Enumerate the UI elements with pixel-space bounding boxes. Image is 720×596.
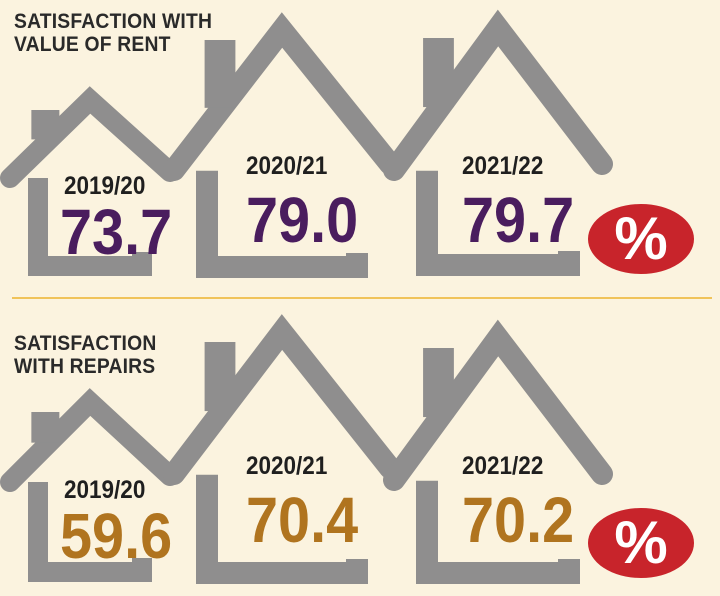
- repairs-year-2019-20: 2019/20: [64, 476, 146, 504]
- rent-title-line-2: VALUE OF RENT: [14, 33, 171, 56]
- rent-panel-title: SATISFACTION WITH VALUE OF RENT: [14, 10, 212, 56]
- house-icon: [383, 9, 613, 276]
- repairs-satisfaction-panel: SATISFACTION WITH REPAIRS 2019/20 59.6 2…: [0, 304, 720, 596]
- repairs-year-2020-21: 2020/21: [246, 452, 328, 480]
- rent-year-2019-20: 2019/20: [64, 172, 146, 200]
- repairs-value-2019-20: 59.6: [60, 500, 173, 572]
- panel-divider: [12, 297, 712, 299]
- house-icon: [383, 319, 613, 584]
- repairs-value-2020-21: 70.4: [246, 484, 359, 556]
- repairs-title-line-1: SATISFACTION: [14, 332, 157, 355]
- house-icon: [0, 86, 180, 276]
- rent-satisfaction-panel: SATISFACTION WITH VALUE OF RENT 2019/20 …: [0, 0, 720, 296]
- repairs-year-2021-22: 2021/22: [462, 452, 544, 480]
- rent-year-2021-22: 2021/22: [462, 152, 544, 180]
- rent-year-2020-21: 2020/21: [246, 152, 328, 180]
- rent-value-2019-20: 73.7: [60, 196, 173, 268]
- rent-houses-graphic: [0, 9, 613, 278]
- rent-value-2021-22: 79.7: [462, 184, 575, 256]
- repairs-panel-title: SATISFACTION WITH REPAIRS: [14, 332, 156, 378]
- rent-title-line-1: SATISFACTION WITH: [14, 10, 213, 33]
- house-icon: [0, 388, 180, 582]
- house-icon: [163, 12, 401, 278]
- repairs-houses-graphic: [0, 314, 613, 584]
- percent-badge-icon: %: [588, 508, 694, 578]
- percent-badge-icon: %: [588, 204, 694, 274]
- repairs-value-2021-22: 70.2: [462, 484, 575, 556]
- rent-value-2020-21: 79.0: [246, 184, 359, 256]
- repairs-title-line-2: WITH REPAIRS: [14, 355, 156, 378]
- house-icon: [163, 314, 401, 584]
